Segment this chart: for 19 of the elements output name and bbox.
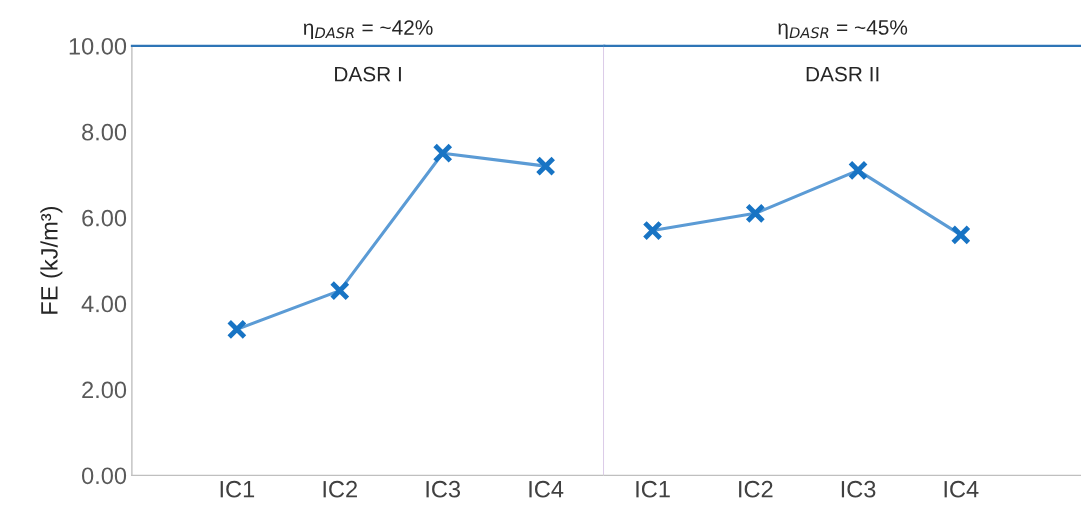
y-tick-label: 6.00 (82, 209, 127, 227)
x-tick-label: IC1 (636, 480, 670, 498)
y-tick-label: 4.00 (81, 295, 127, 313)
x-tick-label: IC1 (220, 480, 255, 498)
x-tick-label: IC2 (739, 480, 773, 498)
annotation: DASR II (806, 66, 879, 82)
x-tick-label: IC3 (841, 480, 876, 498)
y-tick-label: 8.00 (82, 123, 127, 141)
chart-title: η$_{DASR}$ = ~45% (778, 20, 908, 39)
y-tick-label: 2.00 (82, 381, 127, 399)
annotation: DASR I (335, 66, 401, 82)
x-tick-label: IC4 (944, 480, 979, 498)
y-tick-label: 10.00 (69, 37, 127, 55)
x-tick-label: IC2 (323, 480, 357, 498)
x-tick-label: IC3 (426, 480, 461, 498)
chart-title: η$_{DASR}$ = ~42% (303, 20, 433, 40)
y-axis-title: FE (kJ/m³) (40, 206, 63, 314)
x-tick-label: IC4 (529, 480, 564, 498)
y-tick-label: 0.00 (81, 467, 127, 485)
